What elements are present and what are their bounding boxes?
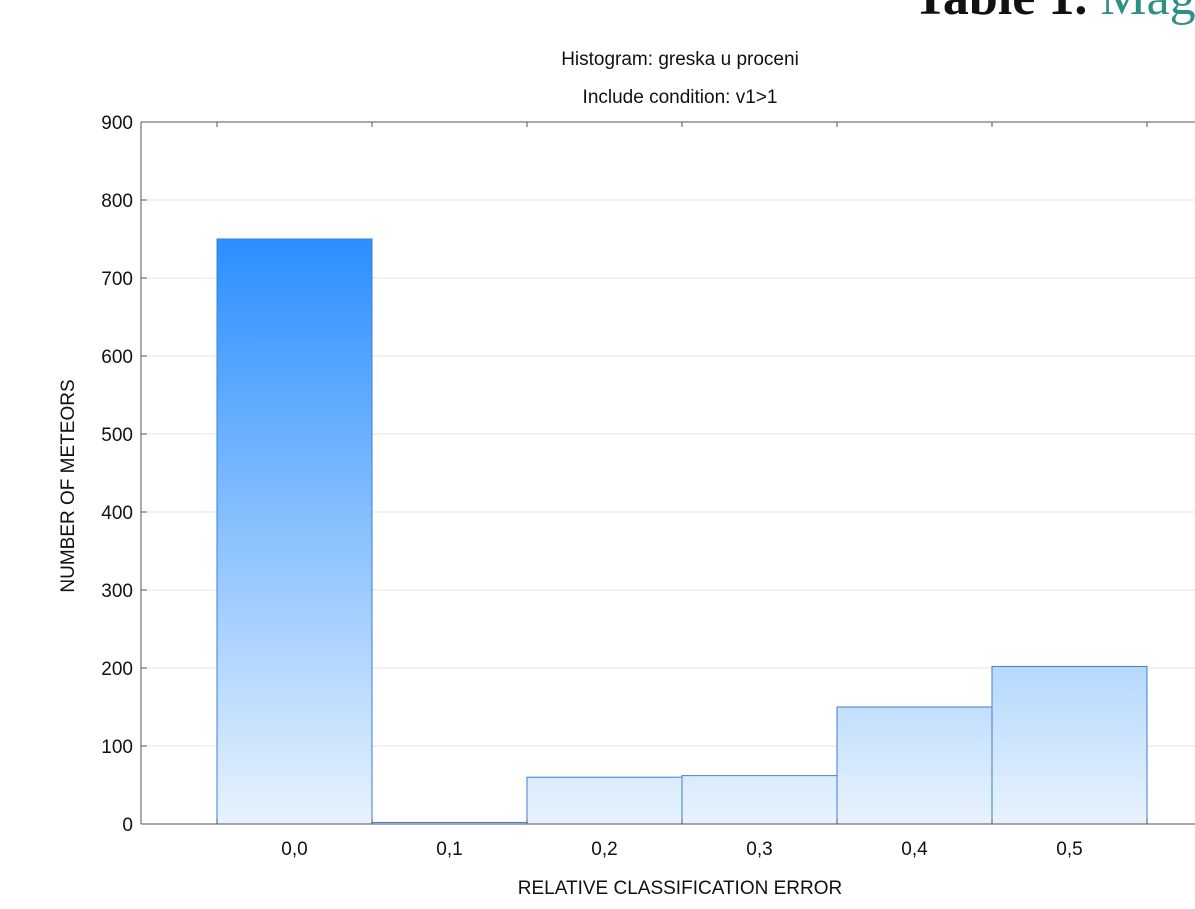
x-tick-label: 0,1 <box>436 839 462 860</box>
y-axis-label: NUMBER OF METEORS <box>58 379 79 592</box>
heading-bold: Table 1. <box>913 0 1087 26</box>
x-tick-label: 0,5 <box>1056 839 1082 860</box>
histogram-bar <box>526 776 683 825</box>
histogram-bar <box>681 775 838 825</box>
axes <box>140 121 1195 825</box>
y-tick-labels: 0 100 200 300 400 500 600 700 800 900 <box>101 113 133 836</box>
x-tick-label: 0,2 <box>591 839 617 860</box>
y-tick-label: 700 <box>101 269 133 290</box>
y-tick-label: 0 <box>122 815 133 836</box>
x-tick-label: 0,3 <box>746 839 772 860</box>
x-tick-labels: 0,0 0,1 0,2 0,3 0,4 0,5 <box>281 839 1082 860</box>
y-tick-label: 300 <box>101 581 133 602</box>
page-heading-fragment: Table 1. Mag <box>913 0 1195 27</box>
y-tick-label: 800 <box>101 191 133 212</box>
x-tick-label: 0,4 <box>901 839 928 860</box>
chart-subtitle: Include condition: v1>1 <box>583 87 778 108</box>
histogram-bar <box>991 665 1148 825</box>
heading-rest: Mag <box>1100 0 1195 26</box>
y-tick-label: 500 <box>101 425 133 446</box>
bars <box>216 238 1148 825</box>
y-tick-label: 900 <box>101 113 133 134</box>
y-tick-label: 600 <box>101 347 133 368</box>
x-axis-label: RELATIVE CLASSIFICATION ERROR <box>518 878 842 899</box>
histogram-bar <box>836 706 993 825</box>
chart-title: Histogram: greska u proceni <box>561 49 799 70</box>
x-tick-label: 0,0 <box>281 839 307 860</box>
y-tick-label: 200 <box>101 659 133 680</box>
y-tick-label: 100 <box>101 737 133 758</box>
histogram-bar <box>216 238 373 825</box>
y-tick-label: 400 <box>101 503 133 524</box>
